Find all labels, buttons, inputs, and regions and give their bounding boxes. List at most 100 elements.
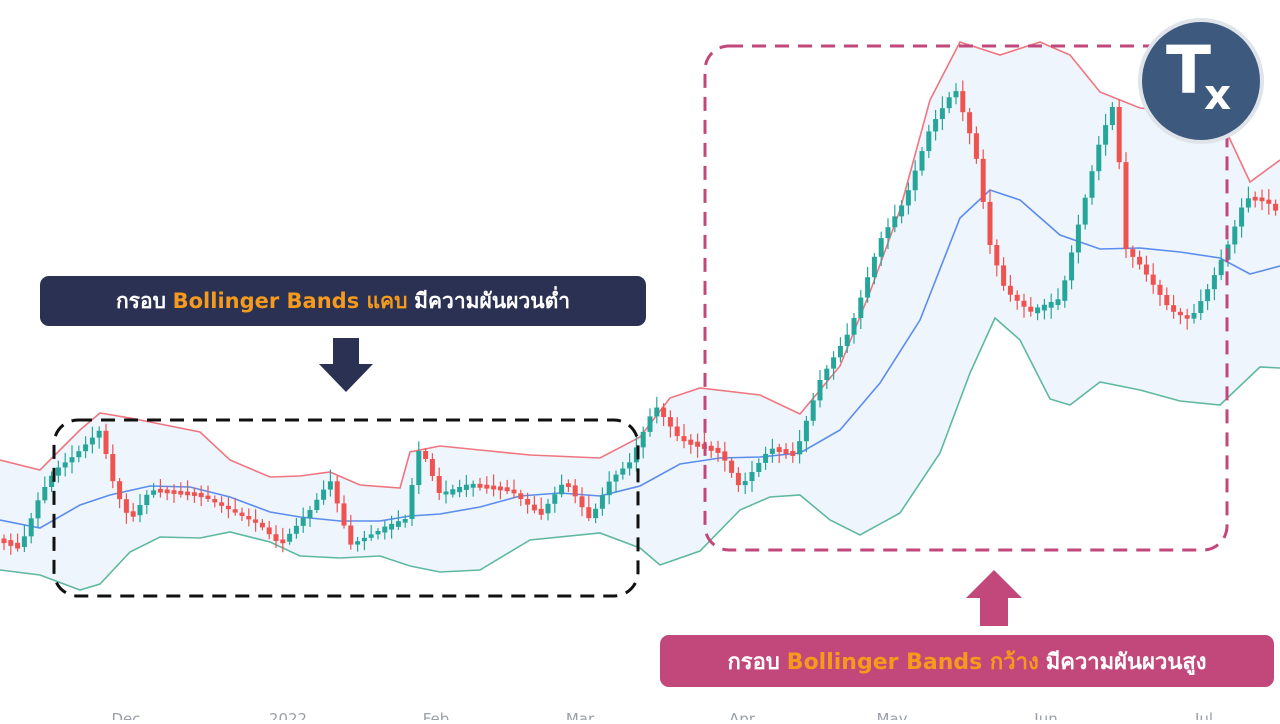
candle-body: [212, 499, 218, 503]
candle-body: [205, 495, 211, 499]
candle-body: [776, 447, 782, 453]
candle-body: [586, 507, 592, 519]
candle-body: [769, 448, 775, 454]
candle-body: [871, 256, 877, 278]
candle-body: [1171, 305, 1177, 312]
candle-body: [1211, 275, 1217, 290]
candle-body: [695, 441, 701, 447]
candle-body: [1205, 289, 1211, 302]
x-tick-label: Apr: [729, 710, 756, 720]
candle-body: [627, 462, 633, 469]
candle-body: [552, 494, 558, 504]
candle-body: [851, 318, 857, 335]
candle-body: [538, 508, 544, 515]
candle-body: [803, 420, 809, 442]
candle-body: [1014, 294, 1020, 301]
candle-body: [579, 496, 585, 508]
candle-body: [606, 481, 612, 496]
candle-body: [477, 483, 483, 488]
candle-body: [266, 527, 272, 535]
candle-body: [137, 505, 143, 516]
candle-body: [763, 453, 769, 463]
candle-body: [89, 437, 95, 445]
candle-body: [232, 509, 238, 513]
candle-body: [1082, 197, 1088, 225]
middle-band-line: [0, 189, 1280, 529]
candle-body: [253, 519, 259, 523]
candle-body: [1177, 311, 1183, 316]
candle-body: [1130, 249, 1136, 257]
candle-body: [423, 451, 429, 459]
candle-body: [899, 205, 905, 217]
candle-body: [117, 481, 123, 500]
candle-body: [858, 297, 864, 318]
candle-body: [1259, 197, 1265, 202]
candle-body: [443, 491, 449, 495]
x-tick-label: Mar: [566, 710, 595, 720]
candle-body: [946, 97, 952, 109]
candle-body: [926, 131, 932, 152]
candle-body: [62, 462, 68, 468]
candle-body: [1164, 295, 1170, 306]
x-tick-label: Feb: [423, 710, 450, 720]
candle-body: [919, 151, 925, 171]
up-arrow: [966, 570, 1022, 626]
candle-body: [647, 416, 653, 432]
candle-body: [300, 517, 306, 526]
candle-body: [144, 494, 150, 505]
candle-body: [783, 449, 789, 454]
candle-body: [756, 462, 762, 472]
candle-body: [865, 277, 871, 298]
candle-body: [1239, 207, 1245, 227]
candle-body: [164, 489, 170, 494]
candle-body: [1103, 125, 1109, 145]
candle-body: [42, 487, 48, 501]
narrow-callout-prefix: กรอบ: [115, 288, 166, 313]
candle-body: [599, 495, 605, 509]
wide-callout-highlight: Bollinger Bands กว้าง: [786, 649, 1039, 675]
candle-body: [593, 508, 599, 519]
candle-body: [1028, 306, 1034, 312]
candle-body: [504, 487, 510, 492]
candle-body: [123, 499, 129, 513]
candle-body: [361, 537, 367, 542]
candle-body: [429, 459, 435, 476]
narrow-callout-suffix: มีความผันผวนต่ำ: [414, 288, 571, 313]
candle-body: [450, 489, 456, 495]
candle-body: [667, 417, 673, 427]
x-tick-label: Jul: [1194, 710, 1213, 720]
narrow-band-callout: กรอบ Bollinger Bands แคบ มีความผันผวนต่ำ: [40, 276, 646, 326]
candle-body: [185, 491, 191, 496]
lower-band-line: [0, 316, 1280, 591]
candle-body: [151, 490, 157, 495]
candle-body: [334, 481, 340, 504]
candle-body: [905, 190, 911, 206]
candle-body: [171, 490, 177, 494]
candle-body: [1062, 280, 1068, 301]
candle-body: [960, 91, 966, 113]
candle-body: [912, 170, 918, 191]
candle-body: [1109, 106, 1115, 126]
wide-band-box: [703, 44, 1229, 552]
candle-body: [1035, 307, 1041, 314]
candle-body: [382, 526, 388, 533]
logo-letter-x: x: [1204, 70, 1232, 119]
candle-body: [239, 512, 245, 516]
candle-body: [654, 407, 660, 417]
candle-body: [341, 503, 347, 526]
candle-body: [661, 407, 667, 418]
candle-body: [633, 447, 639, 463]
candle-body: [1048, 302, 1054, 308]
candle-body: [1, 538, 7, 544]
candle-body: [69, 457, 75, 463]
candle-body: [1143, 264, 1149, 275]
candle-body: [76, 451, 82, 458]
candle-body: [837, 346, 843, 358]
candle-body: [1191, 313, 1197, 319]
candle-body: [321, 489, 327, 500]
candle-body: [28, 518, 34, 537]
candle-body: [327, 481, 333, 490]
candle-body: [416, 451, 422, 485]
wide-band-callout: กรอบ Bollinger Bands กว้าง มีความผันผวนสูง: [660, 635, 1274, 687]
